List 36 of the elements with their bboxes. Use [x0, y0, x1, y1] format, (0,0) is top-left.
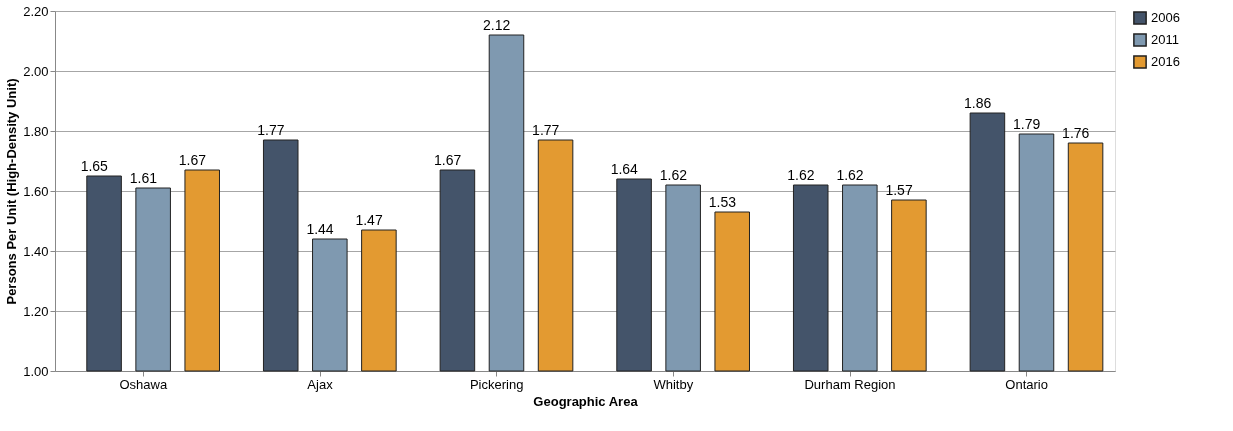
x-tick-label: Ajax: [307, 376, 334, 392]
data-label: 1.67: [433, 152, 462, 168]
data-label: 1.76: [1062, 125, 1090, 141]
x-tick-label: Oshawa: [119, 376, 168, 392]
y-tick-label: 2.20: [23, 3, 49, 19]
y-tick-label: 1.60: [23, 183, 49, 199]
y-tick-label: 2.00: [23, 63, 49, 79]
data-label: 1.44: [306, 221, 334, 237]
data-label: 1.62: [659, 167, 688, 183]
data-label: 1.53: [708, 194, 737, 210]
y-tick-label: 1.20: [23, 303, 49, 319]
x-tick-label: Whitby: [653, 376, 694, 392]
data-label: 2.12: [483, 17, 511, 33]
legend-label: 2006: [1151, 10, 1180, 25]
y-tick-label: 1.80: [23, 123, 49, 139]
data-label: 1.77: [532, 122, 560, 138]
x-tick-label: Pickering: [469, 376, 524, 392]
data-label: 1.62: [836, 167, 864, 183]
data-label: 1.47: [355, 212, 383, 228]
data-label: 1.61: [129, 170, 158, 186]
legend-label: 2016: [1151, 54, 1180, 69]
x-axis-title: Geographic Area: [533, 393, 639, 409]
data-label: 1.67: [178, 152, 207, 168]
y-tick-label: 1.00: [23, 363, 49, 379]
data-label: 1.62: [787, 167, 815, 183]
data-label: 1.57: [885, 182, 913, 198]
x-tick-label: Durham Region: [804, 376, 896, 392]
y-axis-title: Persons Per Unit (High-Density Unit): [4, 78, 20, 305]
data-label: 1.77: [257, 122, 285, 138]
data-label: 1.79: [1013, 116, 1041, 132]
legend-label: 2011: [1151, 32, 1179, 47]
data-label: 1.65: [80, 158, 109, 174]
data-label: 1.86: [963, 95, 992, 111]
data-label: 1.64: [610, 161, 639, 177]
y-tick-label: 1.40: [23, 243, 49, 259]
x-tick-label: Ontario: [1005, 376, 1048, 392]
